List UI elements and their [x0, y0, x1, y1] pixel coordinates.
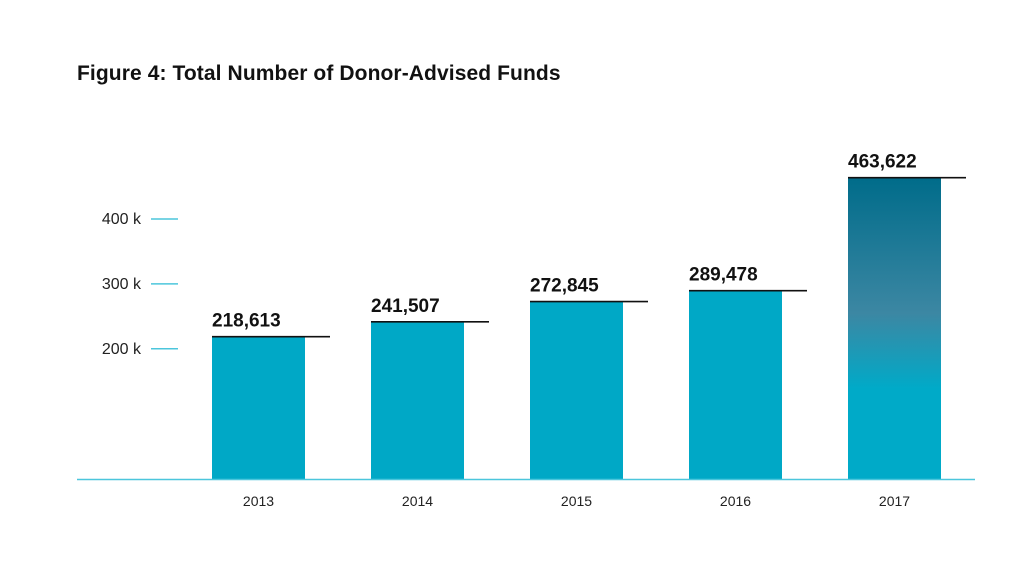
bar: [530, 301, 623, 479]
data-label: 289,478: [689, 265, 758, 286]
bars: 218,613 241,507 272,845 289,478 463,622: [212, 152, 966, 479]
y-tick-label: 200 k: [102, 341, 142, 358]
data-label: 241,507: [371, 296, 440, 317]
data-label: 272,845: [530, 276, 599, 297]
chart-title: Figure 4: Total Number of Donor-Advised …: [77, 62, 561, 85]
y-tick-label: 400 k: [102, 211, 142, 228]
x-tick-label: 2015: [561, 493, 592, 509]
x-tick-label: 2016: [720, 493, 751, 509]
bar: [212, 336, 305, 479]
bar: [848, 177, 941, 479]
data-label: 463,622: [848, 152, 917, 173]
x-axis: 2013 2014 2015 2016 2017: [243, 493, 910, 509]
bar: [689, 290, 782, 479]
x-tick-label: 2014: [402, 493, 433, 509]
y-axis: 200 k 300 k 400 k: [102, 211, 178, 358]
data-label: 218,613: [212, 311, 281, 332]
y-tick-label: 300 k: [102, 276, 142, 293]
x-tick-label: 2017: [879, 493, 910, 509]
x-tick-label: 2013: [243, 493, 274, 509]
bar: [371, 321, 464, 479]
